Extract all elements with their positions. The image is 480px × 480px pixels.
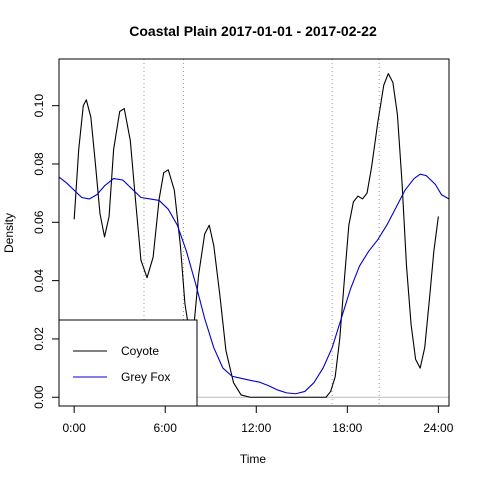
x-axis: 0:00 6:00 12:00 18:00 24:00 — [62, 405, 454, 435]
series-layer — [58, 73, 450, 398]
y-tick-label-0: 0.00 — [32, 385, 46, 409]
legend-label-1: Grey Fox — [121, 370, 170, 384]
x-axis-label: Time — [240, 452, 267, 466]
y-tick-label-4: 0.08 — [32, 152, 46, 176]
x-tick-label-4: 24:00 — [423, 421, 453, 435]
x-tick-label-3: 18:00 — [332, 421, 362, 435]
legend-box — [58, 319, 198, 407]
y-axis: 0.00 0.02 0.04 0.06 0.08 0.10 — [32, 94, 60, 409]
series-line-coyote — [73, 73, 439, 398]
y-tick-label-2: 0.04 — [32, 269, 46, 293]
chart-title: Coastal Plain 2017-01-01 - 2017-02-22 — [129, 23, 377, 39]
y-axis-label: Density — [2, 213, 16, 253]
x-tick-label-2: 12:00 — [241, 421, 271, 435]
y-tick-label-1: 0.02 — [32, 327, 46, 351]
y-tick-label-3: 0.06 — [32, 210, 46, 234]
x-tick-label-0: 0:00 — [62, 421, 86, 435]
legend-label-0: Coyote — [121, 344, 159, 358]
y-tick-label-5: 0.10 — [32, 94, 46, 118]
series-line-grey-fox — [58, 173, 450, 395]
x-tick-label-1: 6:00 — [154, 421, 178, 435]
legend: Coyote Grey Fox — [58, 319, 198, 407]
